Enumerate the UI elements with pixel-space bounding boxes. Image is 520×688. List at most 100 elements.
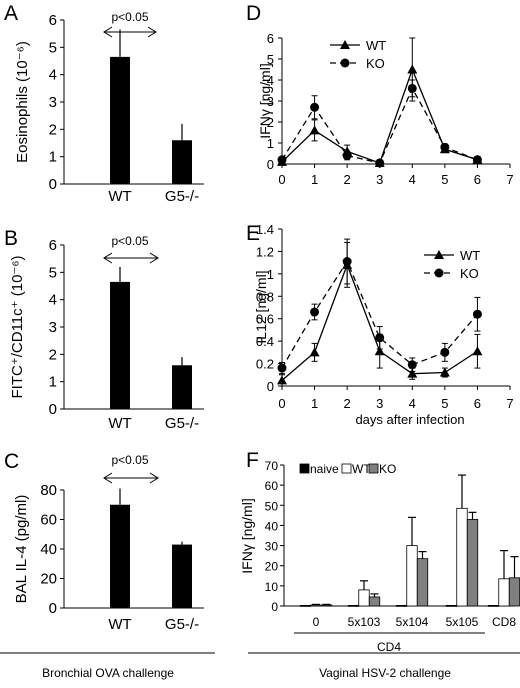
bar-g5	[172, 140, 192, 184]
bar-g5	[172, 365, 192, 409]
legend-label-wt: WT	[366, 38, 386, 53]
x-tick-label: 6	[474, 396, 481, 411]
y-tick-label: 0	[49, 600, 57, 617]
significance-arrowhead-right	[149, 252, 159, 264]
x-tick-label: 4	[409, 396, 416, 411]
x-category-label: WT	[108, 188, 131, 205]
y-tick-label: 30	[265, 540, 279, 554]
y-tick-label: 3	[267, 94, 274, 109]
data-point-ko	[277, 155, 287, 165]
bar-wt	[406, 545, 418, 607]
data-point-ko	[310, 307, 320, 317]
panel-label-a: A	[4, 2, 18, 25]
x-tick-label: 5	[441, 396, 448, 411]
bar-ko	[416, 558, 429, 607]
y-tick-label: 5	[49, 264, 57, 281]
x-category-label: 5x104	[396, 615, 429, 629]
legend-swatch-wt	[341, 463, 352, 474]
y-tick-label: 60	[40, 512, 57, 529]
data-point-wt	[309, 125, 320, 135]
y-axis-title: FITC⁺/CD11c⁺ (10⁻⁶)	[9, 255, 26, 398]
x-tick-label: 2	[344, 396, 351, 411]
data-point-ko	[375, 158, 385, 168]
significance-arrowhead-left	[103, 252, 113, 264]
y-tick-label: 3	[49, 319, 57, 336]
legend-label-wt: WT	[352, 462, 371, 476]
legend-label-ko: KO	[379, 462, 396, 476]
legend-marker-ko	[434, 268, 444, 278]
data-point-ko	[472, 155, 482, 165]
legend-label-ko: KO	[460, 266, 479, 281]
x-tick-label: 7	[506, 172, 513, 187]
x-category-label: CD8	[492, 615, 516, 629]
panel-label-e: E	[246, 222, 260, 245]
y-tick-label: 2	[49, 346, 57, 363]
x-tick-label: 2	[344, 172, 351, 187]
panel-label-b: B	[4, 227, 18, 250]
x-tick-label: 6	[474, 172, 481, 187]
legend-swatch-naive	[299, 463, 310, 474]
x-category-label: G5-/-	[165, 616, 199, 633]
significance-arrowhead-left	[103, 26, 113, 38]
group-label: CD4	[377, 640, 401, 654]
y-tick-label: 0.2	[256, 357, 274, 372]
y-tick-label: 0	[49, 401, 57, 418]
y-tick-label: 70	[265, 459, 279, 473]
y-tick-label: 0.4	[256, 334, 274, 349]
data-point-ko	[440, 347, 450, 357]
y-axis-title: BAL IL-4 (pg/ml)	[13, 495, 30, 604]
y-tick-label: 0.6	[256, 312, 274, 327]
legend-swatch-ko	[368, 463, 379, 474]
data-point-ko	[375, 333, 385, 343]
bar-naive	[299, 604, 312, 607]
y-tick-label: 6	[49, 237, 57, 254]
x-tick-label: 0	[278, 172, 285, 187]
x-category-label: 5x103	[348, 615, 381, 629]
significance-arrowhead-right	[149, 472, 159, 484]
y-tick-label: 6	[267, 31, 274, 46]
significance-arrowhead-right	[147, 26, 157, 38]
data-point-wt	[439, 367, 450, 377]
bar-ko	[508, 577, 520, 607]
y-axis-title: IFNγ [ng/ml]	[257, 63, 273, 138]
chart-panels: 0 1 2 3 4 5 6 WT G5-/- Eosinophils (10⁻⁶) p<0.05 0 1…	[9, 10, 520, 654]
panel-e: 0 0.2 0.4 0.6 0.8 1 1.2 1.4 0 1 2 3 4 5 6 7 IL12 [ng/ml]…	[253, 222, 514, 427]
x-category-label: 5x105	[446, 615, 479, 629]
legend-marker-ko	[340, 58, 350, 68]
y-tick-label: 4	[267, 73, 274, 88]
data-point-ko	[440, 142, 450, 152]
x-tick-label: 0	[278, 396, 285, 411]
bar-wt	[110, 504, 130, 608]
footer-label-right: Vaginal HSV-2 challenge	[319, 666, 451, 680]
significance-arrowhead-left	[103, 472, 113, 484]
data-point-ko	[342, 151, 352, 161]
data-point-ko	[277, 363, 287, 373]
legend-marker-wt	[340, 40, 350, 49]
x-tick-label: 5	[441, 172, 448, 187]
x-tick-label: 7	[506, 396, 513, 411]
x-category-label: G5-/-	[165, 188, 199, 205]
bar-ko	[466, 518, 479, 607]
bar-naive	[487, 604, 500, 607]
data-point-ko	[407, 83, 417, 93]
bar-ko	[320, 604, 333, 607]
bar-naive	[445, 604, 458, 607]
y-tick-label: 6	[49, 12, 57, 29]
panel-d: 0 1 2 3 4 5 6 0 1 2 3 4 5 6 7 IFNγ [ng/ml] WT KO	[257, 31, 514, 187]
panel-c: 0 20 40 60 80 WT G5-/- BAL IL-4 (pg/ml) p<0.05	[13, 453, 204, 633]
x-category-label: G5-/-	[165, 415, 199, 432]
bar-wt	[310, 604, 322, 607]
panel-label-c: C	[4, 450, 19, 473]
y-tick-label: 0	[267, 379, 274, 394]
data-point-wt	[407, 64, 418, 74]
p-value-annotation: p<0.05	[111, 10, 148, 24]
legend-label-wt: WT	[460, 248, 480, 263]
data-point-wt	[309, 347, 320, 357]
y-tick-label: 10	[265, 580, 279, 594]
y-tick-label: 4	[49, 67, 57, 84]
data-point-ko	[342, 257, 352, 267]
y-tick-label: 40	[40, 541, 57, 558]
bar-wt	[498, 578, 510, 607]
data-point-wt	[472, 346, 483, 356]
